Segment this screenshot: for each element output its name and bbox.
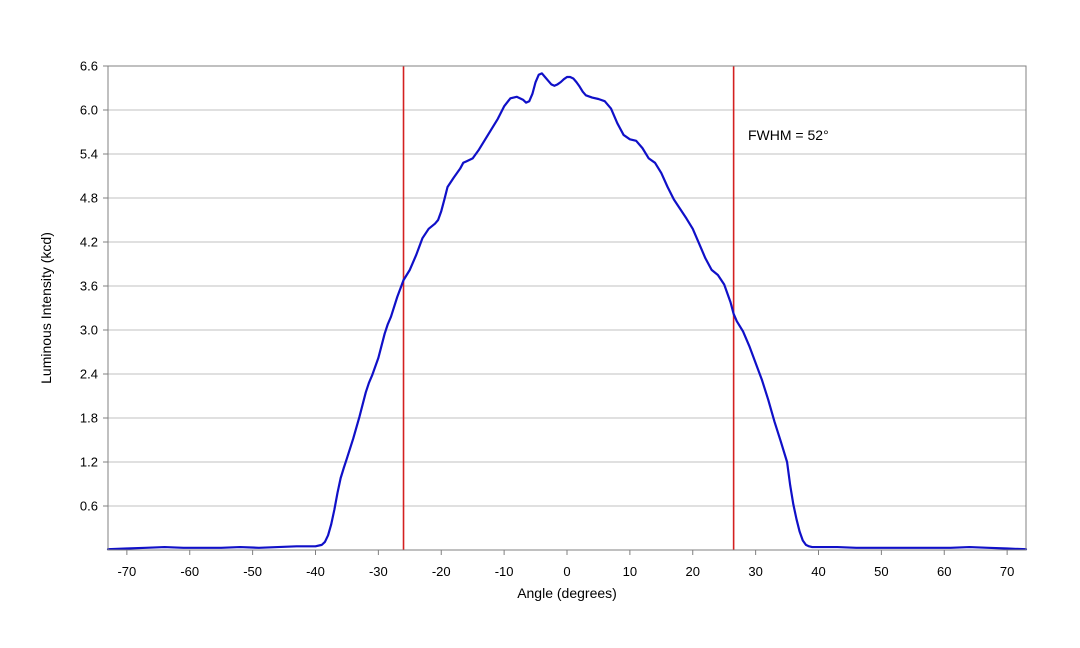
x-tick-label-2: -50: [243, 564, 262, 579]
x-tick-label-3: -40: [306, 564, 325, 579]
x-tick-label-0: -70: [117, 564, 136, 579]
y-axis-ticks: 0.6 1.2 1.8 2.4 3.0 3.6 4.2 4.8 5.4 6.0 6.6: [80, 59, 108, 514]
x-tick-label-4: -30: [369, 564, 388, 579]
y-axis-label: Luminous Intensity (kcd): [38, 232, 54, 384]
x-tick-label-5: -20: [432, 564, 451, 579]
x-tick-label-10: 30: [748, 564, 762, 579]
y-tick-label-1: 1.2: [80, 455, 98, 470]
fwhm-marker-lines: [402, 66, 735, 550]
series-line-0: [106, 72, 1028, 551]
y-tick-label-10: 6.6: [80, 59, 98, 74]
y-tick-label-6: 4.2: [80, 235, 98, 250]
plot-frame: [107, 65, 1027, 551]
x-tick-label-12: 50: [874, 564, 888, 579]
x-axis-label: Angle (degrees): [517, 585, 617, 601]
plot-border: [107, 65, 1027, 551]
x-tick-label-14: 70: [1000, 564, 1014, 579]
grid-lines: [108, 109, 1026, 507]
y-tick-label-0: 0.6: [80, 499, 98, 514]
y-tick-label-2: 1.8: [80, 411, 98, 426]
x-axis-ticks: -70 -60 -50 -40 -30 -20 -10 0 10 20 30 40 50 60 70: [117, 550, 1014, 579]
y-tick-label-5: 3.6: [80, 279, 98, 294]
y-tick-label-7: 4.8: [80, 191, 98, 206]
series-group: [106, 72, 1028, 551]
y-tick-label-9: 6.0: [80, 103, 98, 118]
x-tick-label-6: -10: [495, 564, 514, 579]
x-tick-label-7: 0: [563, 564, 570, 579]
y-tick-label-4: 3.0: [80, 323, 98, 338]
y-tick-label-3: 2.4: [80, 367, 98, 382]
x-tick-label-1: -60: [180, 564, 199, 579]
x-tick-label-8: 10: [623, 564, 637, 579]
y-tick-label-8: 5.4: [80, 147, 98, 162]
x-tick-label-11: 40: [811, 564, 825, 579]
fwhm-annotation: FWHM = 52°: [748, 127, 829, 143]
x-tick-label-9: 20: [686, 564, 700, 579]
x-tick-label-13: 60: [937, 564, 951, 579]
